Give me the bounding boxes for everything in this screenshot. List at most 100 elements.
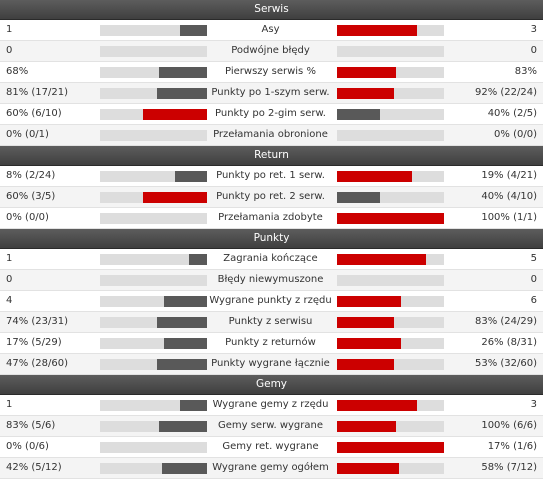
left-bar-track [100,192,207,203]
stat-label: Gemy ret. wygrane [222,441,319,452]
left-bar-track [100,317,207,328]
right-player-value: 6 [530,295,537,306]
stat-row-punkty-z-serwisu: 74% (23/31) Punkty z serwisu 83% (24/29) [0,312,543,333]
left-player-value: 74% (23/31) [6,316,69,327]
left-bar-track [100,213,207,224]
left-bar-track [100,171,207,182]
left-player-value: 0% (0/6) [6,441,49,452]
stat-label: Punkty po ret. 2 serw. [216,191,325,202]
right-player-value: 5 [530,253,537,264]
stat-row-bledy-niewymuszone: 0 Błędy niewymuszone 0 [0,270,543,291]
stat-label: Punkty z serwisu [228,316,313,327]
right-player-value: 53% (32/60) [474,358,537,369]
right-player-value: 19% (4/21) [481,170,537,181]
right-player-value: 58% (7/12) [481,462,537,473]
right-bar-track [337,192,444,203]
stat-row-punkty-po-ret-1-serw: 8% (2/24) Punkty po ret. 1 serw. 19% (4/21… [0,166,543,187]
stat-label: Punkty po 2-gim serw. [215,108,326,119]
right-bar-fill [337,171,412,182]
right-bar-fill [337,88,394,99]
left-bar-fill [142,192,207,203]
left-bar-track [100,359,207,370]
right-bar-fill [337,359,394,370]
stat-label: Punkty wygrane łącznie [211,358,330,369]
right-bar-track [337,88,444,99]
left-player-value: 1 [6,253,13,264]
right-bar-track [337,296,444,307]
left-bar-fill [180,25,207,36]
stat-label: Punkty po 1-szym serw. [211,87,330,98]
right-bar-fill [337,67,396,78]
right-bar-fill [337,192,380,203]
left-bar-fill [164,296,207,307]
right-bar-track [337,275,444,286]
stat-label: Przełamania zdobyte [218,212,323,223]
right-bar-fill [337,213,444,224]
stat-row-gemy-serw-wygrane: 83% (5/6) Gemy serw. wygrane 100% (6/6) [0,416,543,437]
left-player-value: 60% (3/5) [6,191,56,202]
left-player-value: 1 [6,24,13,35]
right-player-value: 100% (6/6) [481,420,537,431]
left-player-value: 83% (5/6) [6,420,56,431]
left-bar-fill [180,400,207,411]
stat-label: Przełamania obronione [213,129,328,140]
stat-row-zagrania-konczace: 1 Zagrania kończące 5 [0,249,543,270]
left-player-value: 81% (17/21) [6,87,69,98]
right-bar-track [337,109,444,120]
right-bar-fill [337,317,394,328]
stat-row-punkty-po-2-gim-serw: 60% (6/10) Punkty po 2-gim serw. 40% (2/5) [0,104,543,125]
right-player-value: 3 [530,399,537,410]
left-bar-fill [158,67,207,78]
right-player-value: 0% (0/0) [494,129,537,140]
left-player-value: 0 [6,45,13,56]
stat-label: Wygrane punkty z rzędu [209,295,332,306]
stat-row-podwojne-bledy: 0 Podwójne błędy 0 [0,41,543,62]
left-player-value: 17% (5/29) [6,337,62,348]
right-player-value: 0 [530,274,537,285]
right-bar-track [337,171,444,182]
stat-row-punkty-wygrane-lacznie: 47% (28/60) Punkty wygrane łącznie 53% (32… [0,354,543,375]
right-bar-fill [337,442,444,453]
right-bar-track [337,359,444,370]
left-bar-fill [174,171,207,182]
right-bar-fill [337,421,396,432]
left-player-value: 0% (0/1) [6,129,49,140]
right-player-value: 92% (22/24) [474,87,537,98]
left-bar-fill [156,88,207,99]
right-player-value: 26% (8/31) [481,337,537,348]
stat-row-wygrane-gemy-z-rzedu: 1 Wygrane gemy z rzędu 3 [0,395,543,416]
left-bar-fill [164,338,207,349]
section-header-gemy: Gemy [0,375,543,395]
left-bar-track [100,130,207,141]
left-bar-fill [142,109,207,120]
right-bar-fill [337,254,426,265]
right-player-value: 40% (2/5) [487,108,537,119]
stat-label: Zagrania kończące [223,253,318,264]
stat-label: Błędy niewymuszone [217,274,324,285]
left-bar-track [100,442,207,453]
left-bar-track [100,88,207,99]
stat-label: Wygrane gemy ogółem [212,462,329,473]
right-bar-fill [337,109,380,120]
right-player-value: 83% [514,66,537,77]
left-player-value: 68% [6,66,29,77]
right-bar-track [337,25,444,36]
left-player-value: 60% (6/10) [6,108,62,119]
right-bar-track [337,130,444,141]
stat-label: Punkty z returnów [225,337,316,348]
stat-row-gemy-ret-wygrane: 0% (0/6) Gemy ret. wygrane 17% (1/6) [0,437,543,458]
right-player-value: 17% (1/6) [487,441,537,452]
stat-row-przelamania-obronione: 0% (0/1) Przełamania obronione 0% (0/0) [0,125,543,146]
left-bar-track [100,296,207,307]
stat-label: Wygrane gemy z rzędu [212,399,329,410]
right-bar-track [337,338,444,349]
right-player-value: 0 [530,45,537,56]
section-header-punkty: Punkty [0,229,543,249]
right-bar-track [337,317,444,328]
left-player-value: 47% (28/60) [6,358,69,369]
right-bar-track [337,421,444,432]
right-player-value: 40% (4/10) [481,191,537,202]
left-player-value: 0% (0/0) [6,212,49,223]
left-bar-fill [188,254,207,265]
left-bar-track [100,275,207,286]
